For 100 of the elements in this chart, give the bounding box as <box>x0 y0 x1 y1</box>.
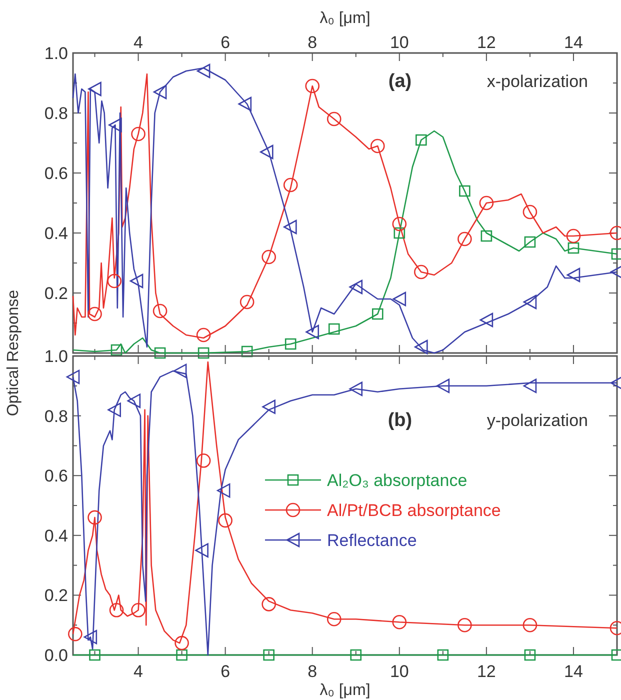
point <box>436 378 450 394</box>
point <box>195 543 208 558</box>
point <box>153 84 167 100</box>
point <box>109 603 124 618</box>
point <box>127 394 141 408</box>
point <box>414 340 428 354</box>
point <box>392 216 407 232</box>
x2-axis-title: λ₀ [μm] <box>320 10 370 27</box>
point <box>173 364 187 378</box>
point <box>88 510 102 525</box>
point <box>372 308 384 320</box>
point <box>196 454 211 468</box>
legend-label: Al₂O₃ absorptance <box>327 470 468 490</box>
point <box>131 603 146 618</box>
legend-label: Al/Pt/BCB absorptance <box>327 500 501 520</box>
x2-tick-label: 12 <box>476 33 496 52</box>
annotation: x-polarization <box>486 72 588 91</box>
point <box>176 649 188 661</box>
point <box>152 304 168 318</box>
point <box>89 649 100 661</box>
point <box>458 618 472 632</box>
point <box>566 268 580 282</box>
point <box>284 338 296 350</box>
x-tick-label: 10 <box>390 662 409 681</box>
x-tick-label: 12 <box>476 662 496 681</box>
point <box>174 636 189 650</box>
annotation: (a) <box>388 71 412 92</box>
point <box>66 370 80 384</box>
point <box>198 347 210 359</box>
point <box>306 324 320 340</box>
x-tick-label: 4 <box>134 662 144 681</box>
annotation: (b) <box>388 410 412 431</box>
x-tick-label: 14 <box>564 662 583 681</box>
point <box>84 630 98 644</box>
point <box>479 196 494 210</box>
point <box>218 513 232 528</box>
point <box>262 250 276 264</box>
y-tick-label: 0.0 <box>44 646 68 665</box>
point <box>459 185 470 197</box>
point <box>238 96 252 112</box>
point <box>392 292 406 306</box>
y-tick-label: 0.2 <box>44 284 68 303</box>
x2-tick-label: 4 <box>134 33 144 52</box>
point <box>349 382 363 396</box>
point <box>392 614 407 630</box>
point <box>260 144 274 160</box>
point <box>414 264 428 280</box>
y-tick-label: 0.8 <box>44 104 68 123</box>
y-axis-title: Optical Response <box>5 290 22 416</box>
x2-tick-label: 14 <box>564 33 583 52</box>
point <box>154 347 166 359</box>
point <box>262 400 276 414</box>
point <box>196 64 210 78</box>
point <box>284 220 297 234</box>
y-tick-label: 0.6 <box>44 164 68 183</box>
x2-tick-label: 8 <box>308 33 318 52</box>
point <box>566 228 581 244</box>
point <box>394 227 406 239</box>
y-tick-label: 0.8 <box>44 406 68 426</box>
point <box>240 294 254 310</box>
point <box>350 649 362 661</box>
y-tick-label: 1.0 <box>44 346 68 366</box>
y-tick-label: 0.6 <box>44 466 68 486</box>
point <box>524 649 536 661</box>
point <box>88 82 102 96</box>
x-tick-label: 6 <box>220 662 230 681</box>
point <box>568 242 580 254</box>
y-tick-label: 0.4 <box>44 526 68 546</box>
point <box>480 230 492 242</box>
point <box>131 126 146 142</box>
point <box>283 178 298 192</box>
y-tick-label: 0.2 <box>44 586 68 606</box>
legend-label: Reflectance <box>327 530 417 550</box>
point <box>326 612 342 626</box>
point <box>263 649 274 661</box>
point <box>130 274 144 288</box>
point <box>262 597 276 612</box>
annotation: y-polarization <box>486 411 588 430</box>
y-tick-label: 1.0 <box>44 44 68 63</box>
point <box>110 344 122 356</box>
point <box>480 312 494 328</box>
point <box>370 138 385 154</box>
point <box>523 378 537 394</box>
point <box>416 134 427 146</box>
y-tick-label: 0.4 <box>44 224 68 243</box>
point <box>196 328 211 342</box>
point <box>108 118 122 132</box>
point <box>68 626 82 642</box>
x2-tick-label: 10 <box>390 33 409 52</box>
point <box>458 232 472 246</box>
x2-tick-label: 6 <box>220 33 230 52</box>
point <box>437 649 449 661</box>
point <box>107 274 122 288</box>
point <box>305 78 320 94</box>
point <box>328 323 340 335</box>
x-tick-label: 8 <box>308 662 318 681</box>
point <box>611 649 621 661</box>
point <box>108 402 121 417</box>
point <box>88 306 102 322</box>
point <box>216 483 230 498</box>
